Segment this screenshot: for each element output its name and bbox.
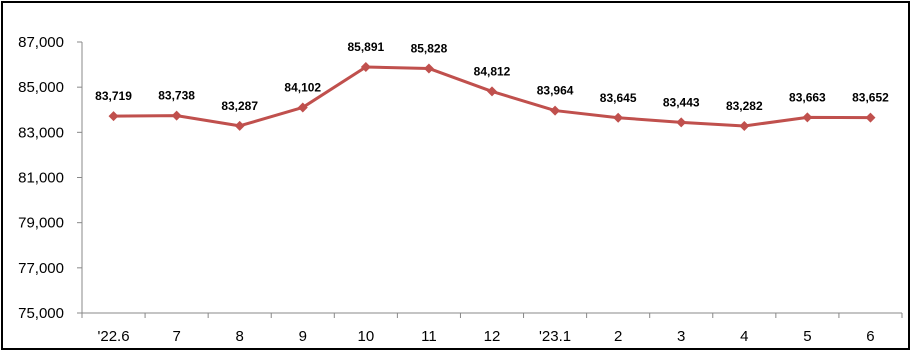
data-point-marker [676,117,687,128]
y-tick-label: 83,000 [18,124,64,141]
series-group [108,62,876,131]
data-point-marker [360,62,371,73]
x-tick-label: 7 [172,328,180,345]
y-tick-label: 81,000 [18,170,64,187]
x-tick-label: 3 [677,328,685,345]
x-tick-label: 4 [740,328,748,345]
data-label: 85,828 [411,41,448,55]
data-label: 83,964 [537,84,574,98]
x-tick-label: 6 [866,328,874,345]
y-tick-label: 77,000 [18,260,64,277]
data-point-marker [423,63,434,74]
data-label: 83,443 [663,95,700,109]
data-label: 83,663 [789,90,826,104]
x-tick-label: 12 [484,328,501,345]
data-point-marker [171,110,182,121]
data-point-marker [550,105,561,116]
x-tick-label: 10 [358,328,375,345]
x-tick-label: '22.6 [98,328,130,345]
data-label: 83,287 [221,99,258,113]
data-point-marker [865,112,876,123]
data-label: 84,812 [474,64,511,78]
data-point-marker [739,120,750,131]
data-point-marker [234,120,245,131]
data-point-marker [297,102,308,113]
x-tick-label: 11 [421,328,437,345]
data-point-marker [108,111,119,122]
data-point-marker [613,112,624,123]
x-tick-label: 8 [236,328,244,345]
x-tick-label: 5 [803,328,811,345]
data-label: 85,891 [347,40,384,54]
data-label: 83,738 [158,89,195,103]
y-tick-label: 79,000 [18,215,64,232]
data-label: 83,645 [600,91,637,105]
y-tick-label: 87,000 [18,34,64,51]
data-point-marker [802,112,813,123]
data-label: 84,102 [284,80,321,94]
y-axis-ticks: 75,000 77,000 79,000 81,000 83,000 85,000 87,0… [18,34,82,322]
y-tick-label: 85,000 [18,79,64,96]
data-labels: 83,719 83,738 83,287 84,102 85,891 85,828 84,8… [95,40,889,113]
data-point-marker [487,86,497,97]
x-tick-label: '23.1 [539,328,571,345]
data-label: 83,719 [95,89,132,103]
data-label: 83,282 [726,99,763,113]
x-tick-label: 9 [299,328,307,345]
x-axis-ticks: '22.6 7 8 9 10 11 12 '23.1 2 3 4 5 6 [81,313,903,345]
data-label: 83,652 [852,91,889,105]
y-tick-label: 75,000 [18,305,64,322]
x-tick-label: 2 [614,328,622,345]
